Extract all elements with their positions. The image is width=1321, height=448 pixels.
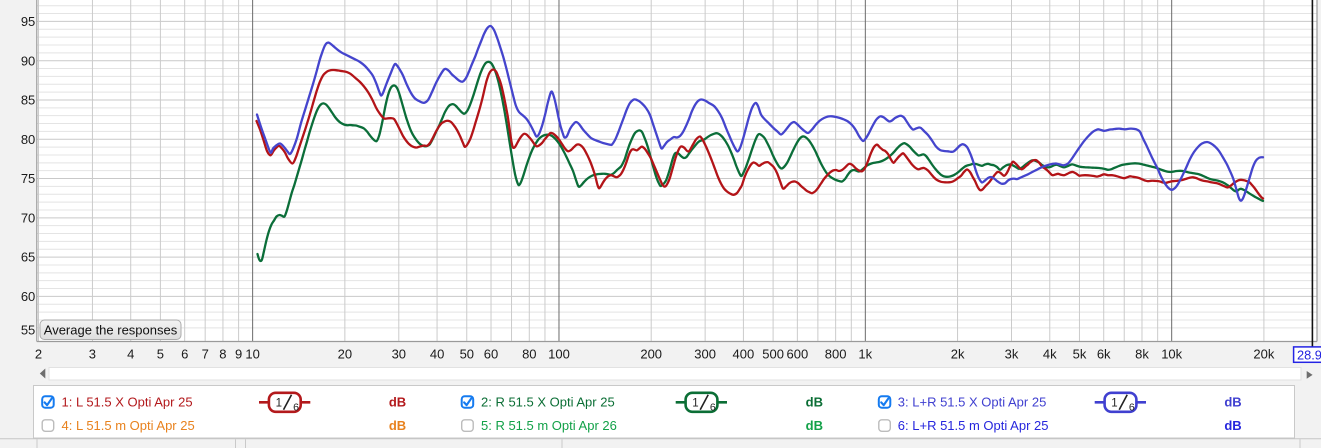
svg-text:1: 1 bbox=[1111, 398, 1117, 410]
svg-text:70: 70 bbox=[21, 210, 35, 225]
svg-text:100: 100 bbox=[548, 347, 570, 362]
svg-text:80: 80 bbox=[21, 132, 35, 147]
svg-text:60: 60 bbox=[21, 289, 35, 304]
svg-text:1: L 51.5 X Opti Apr 25: 1: L 51.5 X Opti Apr 25 bbox=[62, 395, 193, 410]
svg-text:6k: 6k bbox=[1097, 347, 1111, 362]
svg-text:600: 600 bbox=[787, 347, 809, 362]
svg-text:6: 6 bbox=[1129, 401, 1135, 413]
svg-text:7: 7 bbox=[202, 347, 209, 362]
svg-text:6: 6 bbox=[710, 401, 716, 413]
svg-text:4: L 51.5 m Opti Apr 25: 4: L 51.5 m Opti Apr 25 bbox=[62, 418, 195, 433]
svg-text:Average the responses: Average the responses bbox=[44, 322, 178, 337]
svg-text:3k: 3k bbox=[1005, 347, 1019, 362]
svg-text:65: 65 bbox=[21, 250, 35, 265]
svg-text:5: R 51.5 m Opti Apr 26: 5: R 51.5 m Opti Apr 26 bbox=[481, 418, 617, 433]
svg-text:80: 80 bbox=[522, 347, 536, 362]
svg-text:3: L+R 51.5 X Opti Apr 25: 3: L+R 51.5 X Opti Apr 25 bbox=[898, 395, 1047, 410]
svg-text:2k: 2k bbox=[951, 347, 965, 362]
svg-text:1k: 1k bbox=[858, 347, 872, 362]
svg-text:85: 85 bbox=[21, 93, 35, 108]
svg-text:1: 1 bbox=[276, 398, 282, 410]
svg-text:1: 1 bbox=[692, 398, 698, 410]
svg-text:6: 6 bbox=[181, 347, 188, 362]
svg-text:dB: dB bbox=[389, 395, 406, 410]
svg-text:9: 9 bbox=[235, 347, 242, 362]
svg-text:8k: 8k bbox=[1135, 347, 1149, 362]
svg-text:dB: dB bbox=[1224, 395, 1241, 410]
svg-text:28.9: 28.9 bbox=[1297, 348, 1321, 363]
svg-text:400: 400 bbox=[733, 347, 755, 362]
svg-text:dB: dB bbox=[806, 395, 823, 410]
svg-text:5k: 5k bbox=[1073, 347, 1087, 362]
svg-text:200: 200 bbox=[640, 347, 662, 362]
svg-text:dB: dB bbox=[806, 418, 823, 433]
svg-text:4k: 4k bbox=[1043, 347, 1057, 362]
svg-text:90: 90 bbox=[21, 53, 35, 68]
svg-text:3: 3 bbox=[89, 347, 96, 362]
svg-text:6: L+R 51.5 m Opti Apr 25: 6: L+R 51.5 m Opti Apr 25 bbox=[898, 418, 1049, 433]
svg-text:2: R 51.5 X Opti Apr 25: 2: R 51.5 X Opti Apr 25 bbox=[481, 395, 615, 410]
svg-text:20: 20 bbox=[338, 347, 352, 362]
svg-text:10k: 10k bbox=[1161, 347, 1182, 362]
svg-text:800: 800 bbox=[825, 347, 847, 362]
svg-text:30: 30 bbox=[392, 347, 406, 362]
svg-text:75: 75 bbox=[21, 171, 35, 186]
svg-text:60: 60 bbox=[484, 347, 498, 362]
svg-text:5: 5 bbox=[157, 347, 164, 362]
svg-text:20k: 20k bbox=[1253, 347, 1274, 362]
svg-text:4: 4 bbox=[127, 347, 134, 362]
svg-text:dB: dB bbox=[389, 418, 406, 433]
svg-text:2: 2 bbox=[35, 347, 42, 362]
svg-text:300: 300 bbox=[694, 347, 716, 362]
svg-text:8: 8 bbox=[219, 347, 226, 362]
svg-text:10: 10 bbox=[245, 347, 259, 362]
svg-text:500: 500 bbox=[762, 347, 784, 362]
svg-text:95: 95 bbox=[21, 14, 35, 29]
svg-text:dB: dB bbox=[1224, 418, 1241, 433]
svg-text:50: 50 bbox=[460, 347, 474, 362]
svg-text:6: 6 bbox=[293, 401, 299, 413]
svg-text:55: 55 bbox=[21, 322, 35, 337]
svg-text:40: 40 bbox=[430, 347, 444, 362]
